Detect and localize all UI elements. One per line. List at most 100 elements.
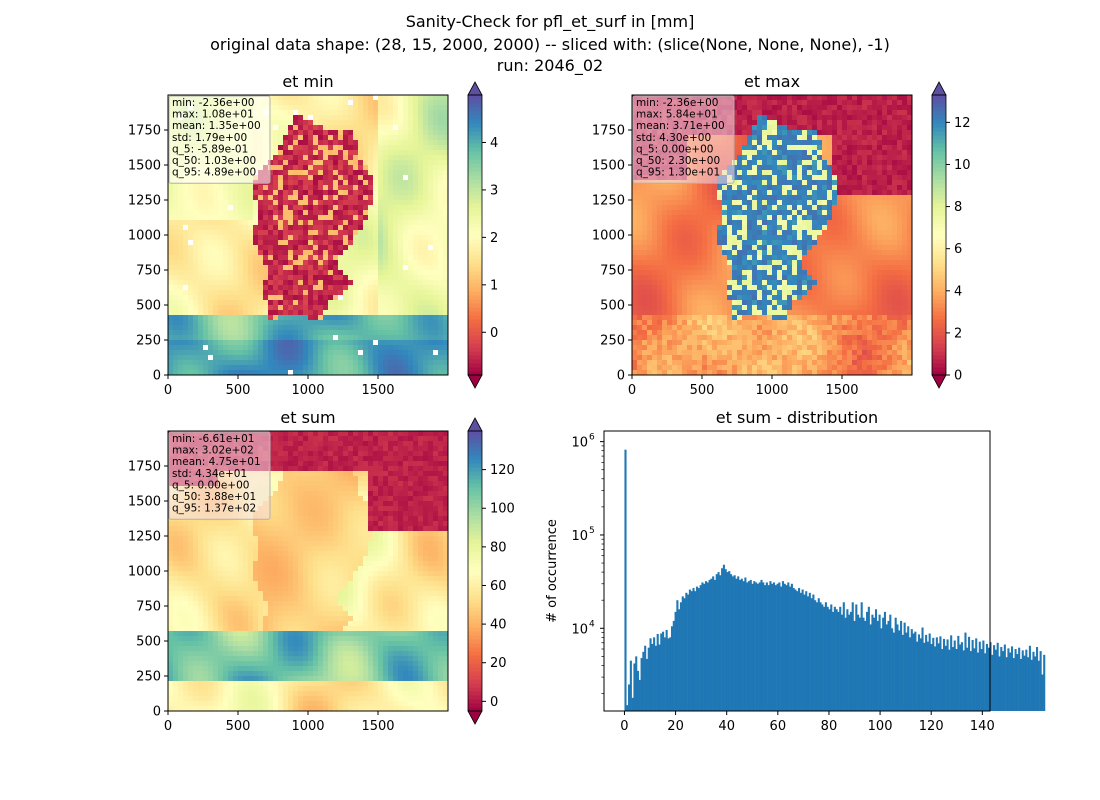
heatmap-cell bbox=[243, 215, 249, 221]
heatmap-cell bbox=[727, 190, 733, 196]
heatmap-cell bbox=[338, 145, 344, 151]
heatmap-cell bbox=[313, 210, 319, 216]
heatmap-cell bbox=[892, 150, 898, 156]
heatmap-cell bbox=[682, 235, 688, 241]
heatmap-cell bbox=[882, 195, 888, 201]
heatmap-cell bbox=[842, 135, 848, 141]
heatmap-cell bbox=[243, 275, 249, 281]
heatmap-cell bbox=[797, 190, 803, 196]
heatmap-cell bbox=[423, 195, 429, 201]
colorbar-segment bbox=[468, 247, 482, 252]
heatmap-cell bbox=[238, 270, 244, 276]
heatmap-cell bbox=[208, 260, 214, 266]
heatmap-cell bbox=[737, 150, 743, 156]
heatmap-cell bbox=[647, 240, 653, 246]
heatmap-cell bbox=[258, 270, 264, 276]
heatmap-cell bbox=[827, 215, 833, 221]
heatmap-cell bbox=[797, 150, 803, 156]
heatmap-cell bbox=[797, 165, 803, 171]
heatmap-cell bbox=[283, 200, 289, 206]
heatmap-cell bbox=[383, 95, 389, 101]
heatmap-cell bbox=[667, 195, 673, 201]
heatmap-cell bbox=[398, 180, 404, 186]
heatmap-cell bbox=[403, 300, 409, 306]
heatmap-cell bbox=[268, 280, 274, 286]
heatmap-cell bbox=[373, 255, 379, 261]
heatmap-cell bbox=[782, 215, 788, 221]
heatmap-cell bbox=[398, 290, 404, 296]
heatmap-cell bbox=[787, 145, 793, 151]
heatmap-cell bbox=[887, 115, 893, 121]
heatmap-cell bbox=[737, 175, 743, 181]
heatmap-cell bbox=[268, 235, 274, 241]
heatmap-cell bbox=[717, 225, 723, 231]
heatmap-cell bbox=[822, 205, 828, 211]
heatmap-cell bbox=[223, 310, 229, 316]
heatmap-cell bbox=[243, 355, 249, 361]
heatmap-cell bbox=[333, 100, 339, 106]
heatmap-cell bbox=[882, 155, 888, 161]
heatmap-cell bbox=[358, 180, 364, 186]
heatmap-cell bbox=[363, 205, 369, 211]
heatmap-cell bbox=[797, 180, 803, 186]
heatmap-cell bbox=[328, 360, 334, 366]
heatmap-cell bbox=[777, 110, 783, 116]
heatmap-cell bbox=[183, 350, 189, 356]
heatmap-cell bbox=[363, 345, 369, 351]
heatmap-cell bbox=[887, 225, 893, 231]
heatmap-cell bbox=[762, 125, 768, 131]
heatmap-cell bbox=[358, 305, 364, 311]
heatmap-cell bbox=[273, 320, 279, 326]
heatmap-cell bbox=[248, 190, 254, 196]
heatmap-cell bbox=[373, 130, 379, 136]
heatmap-cell bbox=[772, 205, 778, 211]
heatmap-cell bbox=[413, 265, 419, 271]
heatmap-cell bbox=[328, 285, 334, 291]
heatmap-cell bbox=[827, 245, 833, 251]
heatmap-cell bbox=[278, 280, 284, 286]
heatmap-cell bbox=[273, 285, 279, 291]
heatmap-cell bbox=[383, 280, 389, 286]
heatmap-cell bbox=[418, 255, 424, 261]
x-tick-label: 1000 bbox=[291, 383, 324, 398]
heatmap-cell bbox=[313, 110, 319, 116]
heatmap-cell bbox=[418, 175, 424, 181]
heatmap-cell bbox=[902, 165, 908, 171]
heatmap-cell bbox=[268, 260, 274, 266]
heatmap-cell bbox=[817, 190, 823, 196]
colorbar-segment bbox=[468, 151, 482, 156]
heatmap-cell bbox=[168, 285, 174, 291]
heatmap-cell bbox=[393, 300, 399, 306]
heatmap-cell bbox=[343, 290, 349, 296]
heatmap-cell bbox=[198, 280, 204, 286]
heatmap-cell bbox=[418, 260, 424, 266]
heatmap-cell bbox=[857, 195, 863, 201]
heatmap-cell bbox=[198, 190, 204, 196]
heatmap-cell bbox=[373, 330, 379, 336]
heatmap-cell bbox=[328, 105, 334, 111]
heatmap-cell bbox=[278, 145, 284, 151]
heatmap-cell bbox=[338, 235, 344, 241]
heatmap-cell bbox=[193, 200, 199, 206]
heatmap-cell bbox=[812, 220, 818, 226]
heatmap-cell bbox=[832, 180, 838, 186]
heatmap-cell bbox=[652, 210, 658, 216]
heatmap-cell bbox=[298, 295, 304, 301]
heatmap-cell bbox=[393, 355, 399, 361]
heatmap-cell bbox=[408, 185, 414, 191]
heatmap-cell bbox=[308, 195, 314, 201]
heatmap-cell bbox=[283, 145, 289, 151]
heatmap-cell bbox=[413, 370, 419, 376]
heatmap-cell bbox=[877, 135, 883, 141]
heatmap-cell bbox=[313, 165, 319, 171]
heatmap-cell bbox=[897, 230, 903, 236]
heatmap-cell bbox=[852, 235, 858, 241]
stats-line: std: 1.79e+00 bbox=[172, 132, 247, 144]
heatmap-cell bbox=[408, 255, 414, 261]
heatmap-cell bbox=[298, 155, 304, 161]
heatmap-cell bbox=[373, 135, 379, 141]
colorbar-segment bbox=[468, 127, 482, 132]
heatmap-cell bbox=[308, 185, 314, 191]
heatmap-cell bbox=[253, 320, 259, 326]
heatmap-cell bbox=[258, 220, 264, 226]
